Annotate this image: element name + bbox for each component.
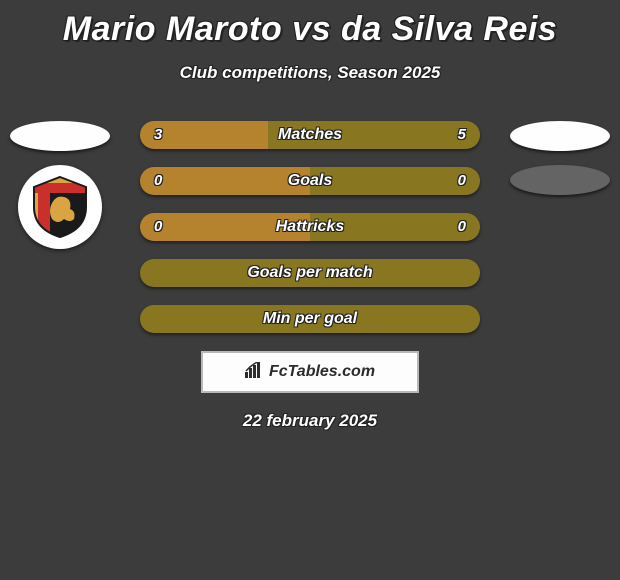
stat-row: Min per goal (140, 305, 480, 333)
stat-bars: Matches35Goals00Hattricks00Goals per mat… (140, 121, 480, 333)
stat-value-right: 0 (458, 213, 466, 241)
stat-label: Goals (140, 167, 480, 195)
stat-value-right: 5 (458, 121, 466, 149)
stat-row: Hattricks0 0 (140, 213, 480, 241)
stat-value-right: 0 (458, 167, 466, 195)
stat-value-left: 0 (154, 167, 162, 195)
stat-row: Goals per match (140, 259, 480, 287)
comparison-subtitle: Club competitions, Season 2025 (0, 63, 620, 83)
left-player-column (0, 121, 120, 249)
stat-label: Matches (140, 121, 480, 149)
stat-label: Min per goal (140, 305, 480, 333)
left-player-logo-1 (10, 121, 110, 151)
shield-icon (26, 173, 94, 241)
right-player-column (500, 121, 620, 209)
comparison-title: Mario Maroto vs da Silva Reis (0, 0, 620, 49)
stat-row: Matches3 5 (140, 121, 480, 149)
right-player-logo-2 (510, 165, 610, 195)
stat-value-left: 3 (154, 121, 162, 149)
stat-value-left: 0 (154, 213, 162, 241)
watermark: FcTables.com (201, 351, 419, 393)
watermark-text: FcTables.com (269, 363, 375, 381)
right-player-logo-1 (510, 121, 610, 151)
stat-label: Goals per match (140, 259, 480, 287)
left-player-club-badge (18, 165, 102, 249)
stat-row: Goals0 0 (140, 167, 480, 195)
comparison-date: 22 february 2025 (0, 411, 620, 431)
comparison-stage: Matches35Goals00Hattricks00Goals per mat… (0, 121, 620, 333)
stat-label: Hattricks (140, 213, 480, 241)
bar-chart-icon (245, 362, 263, 383)
